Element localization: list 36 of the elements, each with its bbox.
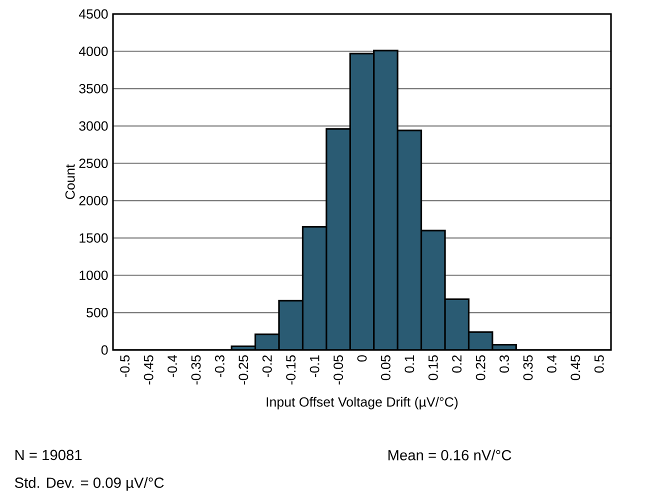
- y-tick-label: 3000: [79, 121, 108, 131]
- y-tick-label: 3500: [79, 84, 108, 94]
- x-tick-label: -0.4: [168, 355, 178, 378]
- x-tick-label: -0.2: [262, 355, 272, 378]
- x-tick-label: 0.35: [523, 355, 533, 380]
- x-tick-label: -0.5: [120, 355, 130, 378]
- x-tick-label: -0.35: [191, 355, 201, 384]
- y-tick-label: 500: [86, 308, 108, 318]
- x-axis-title: Input Offset Voltage Drift (µV/°C): [266, 396, 458, 410]
- y-axis-title: Count: [65, 164, 75, 200]
- x-tick-label: 0.3: [500, 355, 509, 373]
- y-tick-label: 1500: [80, 233, 108, 243]
- x-tick-label: -0.3: [215, 355, 224, 378]
- x-tick-label: 0.2: [452, 355, 462, 373]
- text: Std. Dev. = 0.09 µV/°C: [14, 477, 164, 491]
- text: N = 19081: [15, 450, 82, 460]
- y-tick-label: 0: [101, 345, 108, 355]
- x-tick-label: -0.15: [286, 355, 296, 384]
- y-tick-label: 2000: [79, 196, 108, 206]
- x-tick-label: -0.05: [334, 355, 343, 384]
- x-tick-label: 0.45: [570, 355, 580, 380]
- text: Mean = 0.16 nV/°C: [388, 450, 512, 460]
- y-tick-label: 2500: [79, 158, 108, 168]
- x-tick-label: 0: [357, 355, 367, 362]
- y-tick-label: 1000: [80, 270, 108, 280]
- x-tick-label: -0.1: [310, 355, 320, 378]
- x-tick-label: -0.45: [144, 355, 154, 384]
- x-tick-label: 0.25: [476, 355, 486, 380]
- x-tick-label: 0.1: [404, 355, 414, 373]
- x-tick-label: 0.15: [428, 355, 438, 380]
- x-tick-label: 0.05: [381, 355, 390, 380]
- y-tick-label: 4500: [78, 9, 108, 19]
- x-tick-label: -0.25: [238, 355, 248, 384]
- y-tick-label: 4000: [78, 46, 108, 56]
- x-tick-label: 0.5: [594, 355, 604, 373]
- x-tick-label: 0.4: [546, 355, 556, 373]
